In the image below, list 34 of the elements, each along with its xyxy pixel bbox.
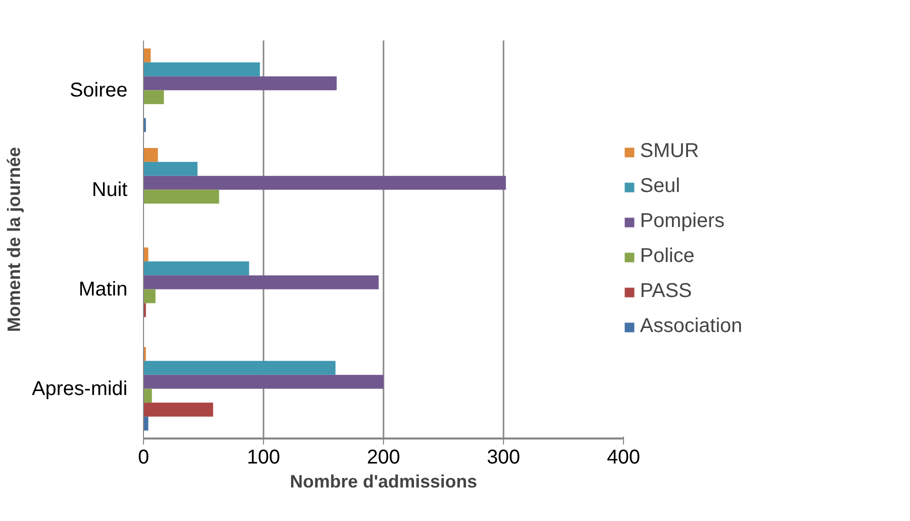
bar: [144, 148, 158, 162]
y-tick-label: Matin: [78, 278, 128, 300]
x-tick-label: 0: [138, 446, 150, 468]
bar: [144, 416, 148, 431]
bar: [144, 62, 260, 76]
y-tick-label: Soiree: [70, 79, 128, 102]
bar: [144, 289, 156, 304]
bar: [144, 76, 337, 90]
bar: [144, 360, 336, 375]
bar: [144, 176, 506, 190]
x-tick-label: 400: [606, 446, 640, 468]
bar: [144, 48, 151, 62]
legend-label: Association: [640, 315, 742, 338]
x-axis-title: Nombre d'admissions: [290, 472, 478, 492]
bar: [144, 275, 379, 290]
x-tick-label: 100: [246, 446, 280, 468]
legend-label: Pompiers: [640, 210, 724, 233]
legend-label: SMUR: [640, 140, 699, 163]
x-tick-label: 200: [366, 446, 400, 468]
bar: [144, 162, 198, 176]
bar: [144, 388, 152, 403]
y-tick-label: Apres-midi: [32, 378, 128, 400]
bar: [144, 190, 220, 204]
y-tick-label: Nuit: [92, 178, 128, 201]
legend-label: Police: [640, 245, 694, 268]
legend-label: Seul: [640, 175, 680, 198]
y-axis-title: Moment de la journée: [4, 146, 24, 332]
bar: [144, 261, 250, 276]
bar: [144, 402, 214, 417]
bar: [144, 247, 148, 262]
x-tick-label: 300: [486, 446, 520, 468]
legend-label: PASS: [640, 280, 692, 303]
bar: [144, 374, 384, 389]
bar: [144, 90, 164, 104]
